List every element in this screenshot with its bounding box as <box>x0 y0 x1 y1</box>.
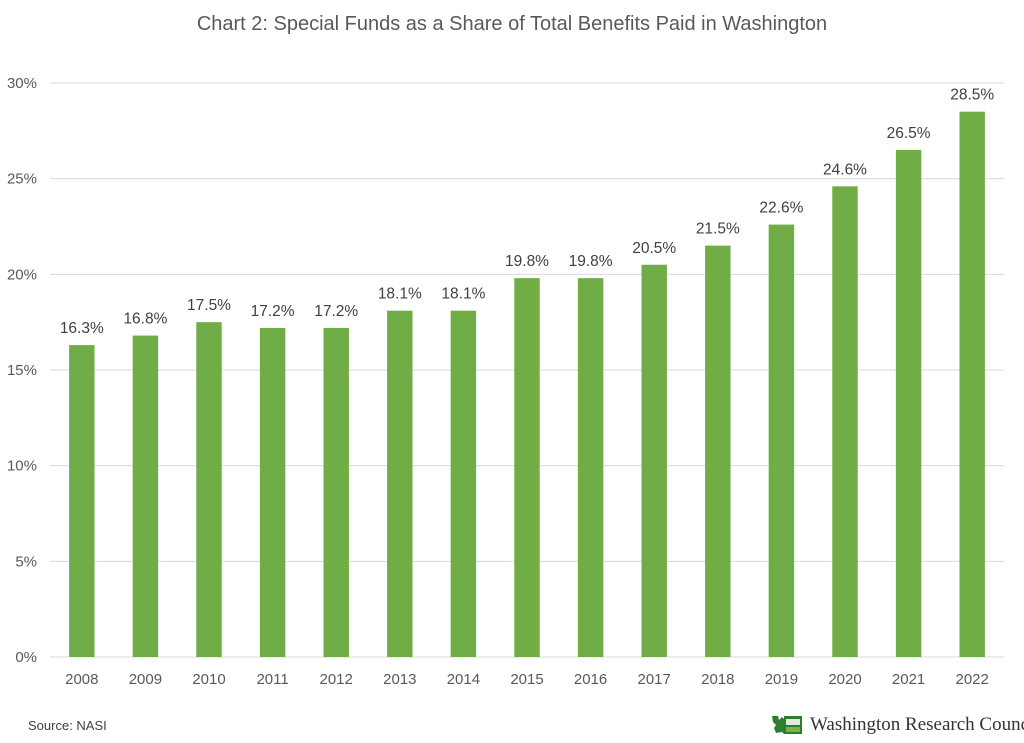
y-tick-label: 15% <box>7 362 37 379</box>
data-label: 22.6% <box>759 200 803 217</box>
x-tick-label: 2017 <box>638 671 671 688</box>
x-axis: 2008 2009 2010 2011 2012 2013 2014 2015 2016 2017… <box>65 671 989 688</box>
bar <box>514 278 540 657</box>
bar <box>196 322 222 657</box>
logo: Washington Research Council <box>770 712 1024 738</box>
x-tick-label: 2009 <box>129 671 162 688</box>
data-label: 17.2% <box>251 303 295 320</box>
y-tick-label: 0% <box>15 649 37 666</box>
bar <box>705 245 731 657</box>
bar <box>387 310 413 657</box>
x-tick-label: 2020 <box>828 671 861 688</box>
data-label: 28.5% <box>950 87 994 104</box>
data-label: 16.3% <box>60 320 104 337</box>
data-label: 18.1% <box>378 286 422 303</box>
washington-state-icon <box>772 716 802 734</box>
x-tick-label: 2022 <box>956 671 989 688</box>
data-label: 20.5% <box>632 240 676 257</box>
data-label: 19.8% <box>505 253 549 270</box>
data-label: 16.8% <box>123 311 167 328</box>
bar <box>641 264 667 657</box>
bar <box>768 224 795 657</box>
x-tick-label: 2011 <box>256 671 288 688</box>
x-tick-label: 2013 <box>383 671 416 688</box>
bar <box>895 149 922 657</box>
data-label: 17.2% <box>314 303 358 320</box>
y-tick-label: 10% <box>7 458 37 475</box>
bars <box>69 111 985 657</box>
bar <box>577 278 604 657</box>
bar <box>259 327 286 657</box>
bar <box>132 335 159 657</box>
y-tick-label: 20% <box>7 266 37 283</box>
y-axis: 0% 5% 10% 15% 20% 25% 30% <box>7 75 37 666</box>
x-tick-label: 2019 <box>765 671 798 688</box>
x-tick-label: 2014 <box>447 671 480 688</box>
chart-title: Chart 2: Special Funds as a Share of Tot… <box>197 13 827 35</box>
y-tick-label: 25% <box>7 171 37 188</box>
x-tick-label: 2012 <box>320 671 353 688</box>
bar <box>323 327 349 657</box>
x-tick-label: 2021 <box>892 671 925 688</box>
x-tick-label: 2010 <box>192 671 225 688</box>
x-tick-label: 2015 <box>510 671 543 688</box>
x-tick-label: 2016 <box>574 671 607 688</box>
y-tick-label: 5% <box>15 553 37 570</box>
y-tick-label: 30% <box>7 75 37 92</box>
data-label: 24.6% <box>823 161 867 178</box>
x-tick-label: 2008 <box>65 671 98 688</box>
logo-text: Washington Research Council <box>810 714 1024 735</box>
data-label: 19.8% <box>569 253 613 270</box>
bar <box>959 111 985 657</box>
x-tick-label: 2018 <box>701 671 734 688</box>
bar <box>450 310 477 657</box>
data-labels: 16.3% 16.8% 17.5% 17.2% 17.2% 18.1% 18.1% 19.8%… <box>60 87 995 337</box>
data-label: 26.5% <box>887 125 931 142</box>
data-label: 17.5% <box>187 297 231 314</box>
bar <box>69 345 95 657</box>
data-label: 18.1% <box>441 286 485 303</box>
data-label: 21.5% <box>696 221 740 238</box>
source-note: Source: NASI <box>28 718 107 733</box>
bar <box>832 186 858 657</box>
